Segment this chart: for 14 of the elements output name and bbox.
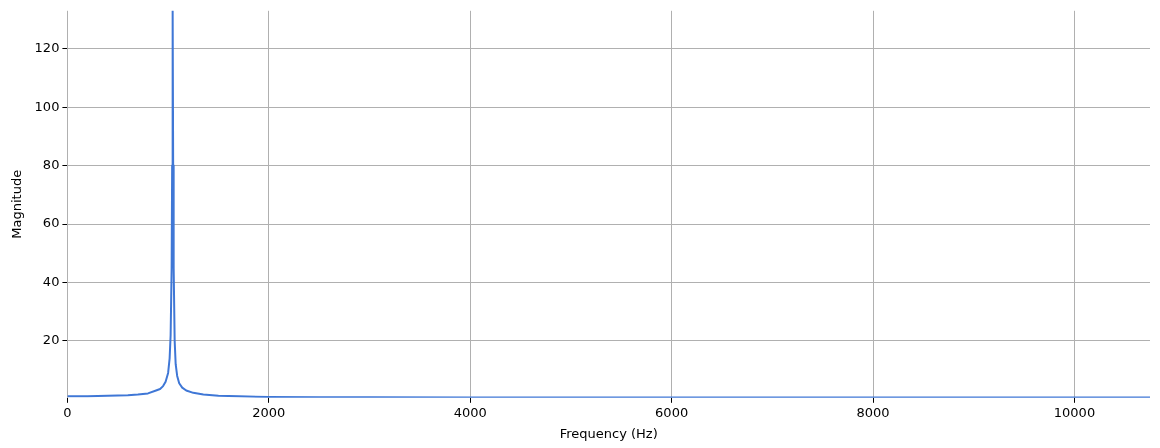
x-tick-label: 6000 (655, 404, 689, 420)
y-tick-label: 20 (42, 332, 60, 348)
x-tick-label: 10000 (1053, 404, 1096, 420)
y-tick-label: 60 (42, 215, 60, 231)
y-tick-label: 40 (42, 273, 60, 289)
x-tick-label: 0 (63, 404, 72, 420)
x-tick-label: 8000 (856, 404, 890, 420)
y-tick-label: 120 (34, 40, 60, 56)
x-axis-title: Frequency (Hz) (559, 425, 658, 441)
y-tick-label: 80 (42, 156, 60, 172)
y-axis-title: Magnitude (9, 169, 25, 239)
y-tick-label: 100 (34, 98, 60, 114)
x-tick-label: 4000 (453, 404, 487, 420)
x-tick-label: 2000 (252, 404, 286, 420)
